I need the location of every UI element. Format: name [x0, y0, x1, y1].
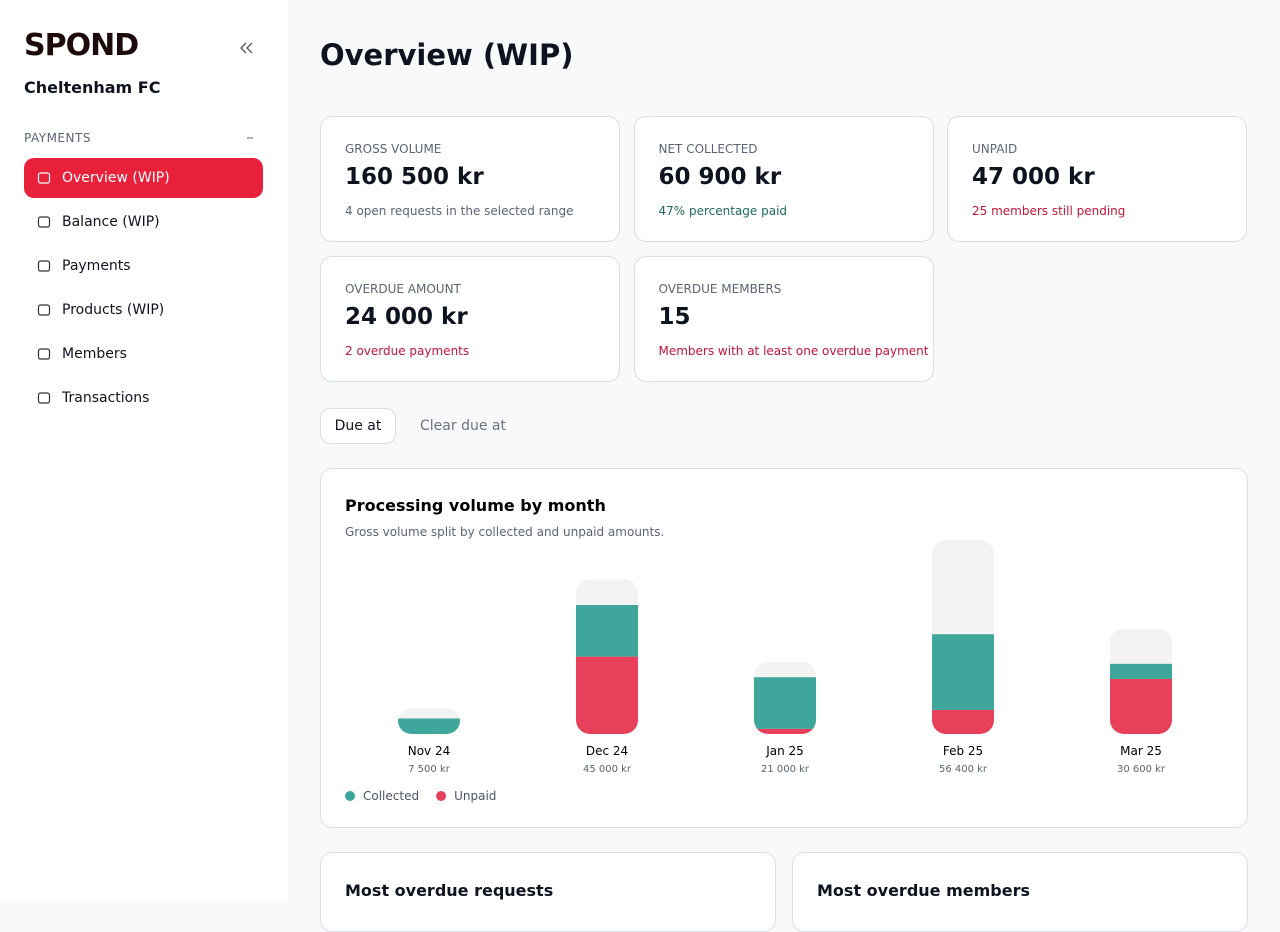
panel-title: Most overdue requests [345, 881, 554, 900]
stat-value: 15 [658, 304, 691, 330]
bar-group [398, 708, 460, 734]
bar-segment [398, 718, 460, 734]
stat-value: 160 500 kr [345, 164, 484, 190]
stat-value: 60 900 kr [658, 164, 782, 190]
stat-card: GROSS VOLUME 160 500 kr 4 open requests in… [320, 116, 620, 242]
section-label: PAYMENTS [24, 131, 91, 145]
brand: SPOND [24, 28, 139, 63]
x-tick-label: Feb 25 [943, 744, 983, 758]
legend-swatch [345, 791, 355, 801]
nav-label: Balance (WIP) [62, 214, 160, 230]
bar-segment [576, 656, 638, 734]
nav-item[interactable]: Members [24, 334, 263, 374]
nav-item[interactable]: Overview (WIP) [24, 158, 263, 198]
nav-label: Payments [62, 258, 131, 274]
overdue-members-panel: Most overdue members [792, 852, 1248, 932]
stat-label: GROSS VOLUME [345, 142, 442, 156]
page-title: Overview (WIP) [320, 38, 574, 72]
bar-segment [932, 634, 994, 710]
overdue-requests-panel: Most overdue requests [320, 852, 776, 932]
stat-note: 47% percentage paid [658, 204, 788, 218]
total-label: 30 600 kr [1117, 764, 1166, 775]
nav-item[interactable]: Payments [24, 246, 263, 286]
x-tick-label: Dec 24 [586, 744, 628, 758]
stat-value: 24 000 kr [345, 304, 468, 330]
x-tick-label: Nov 24 [408, 744, 451, 758]
nav-label: Products (WIP) [62, 302, 165, 318]
stat-card: OVERDUE MEMBERS 15 Members with at least o… [633, 256, 934, 382]
stat-note: Members with at least one overdue paymen… [658, 344, 929, 358]
total-label: 56 400 kr [939, 764, 988, 775]
bar-segment [1110, 663, 1172, 679]
nav-icon [37, 216, 51, 228]
nav-icon [37, 392, 51, 404]
bar-group [576, 579, 638, 734]
stat-card: OVERDUE AMOUNT 24 000 kr 2 overdue payment… [320, 256, 620, 382]
nav-item[interactable]: Transactions [24, 378, 263, 418]
bar-group [1110, 628, 1172, 734]
bar-group [932, 540, 994, 734]
nav-item[interactable]: Balance (WIP) [24, 202, 263, 242]
stat-note: 2 overdue payments [345, 344, 470, 358]
x-tick-label: Jan 25 [765, 744, 804, 758]
stat-note: 4 open requests in the selected range [345, 204, 574, 218]
legend-swatch [436, 791, 447, 801]
bar-segment [754, 728, 816, 734]
collapse-icon[interactable] [238, 40, 254, 56]
nav-icon [37, 172, 51, 184]
total-label: 45 000 kr [583, 764, 632, 775]
bar-segment [932, 709, 994, 734]
chart-title: Processing volume by month [345, 496, 606, 515]
stat-card: NET COLLECTED 60 900 kr 47% percentage pai… [633, 116, 934, 242]
stat-label: OVERDUE AMOUNT [345, 282, 461, 296]
nav-label: Members [62, 346, 127, 362]
nav-icon [37, 348, 51, 360]
stat-label: UNPAID [972, 142, 1018, 156]
total-label: 21 000 kr [761, 764, 810, 775]
total-label: 7 500 kr [408, 764, 451, 775]
legend-label: Collected [363, 789, 419, 803]
chart-card: Processing volume by month Gross volume … [320, 468, 1248, 828]
bar-segment [1110, 678, 1172, 734]
stat-label: NET COLLECTED [658, 142, 758, 156]
sidebar: SPOND Cheltenham FC PAYMENTS Overview (W… [0, 0, 288, 900]
stat-label: OVERDUE MEMBERS [658, 282, 782, 296]
bar-segment [576, 605, 638, 657]
bar-segment [754, 677, 816, 729]
stat-card: UNPAID 47 000 kr 25 members still pending [947, 116, 1247, 242]
x-tick-label: Mar 25 [1120, 744, 1162, 758]
stat-value: 47 000 kr [972, 164, 1095, 190]
nav-label: Transactions [62, 390, 150, 406]
nav-icon [37, 260, 51, 272]
bar-group [754, 661, 816, 734]
clear-due-at[interactable]: Clear due at [420, 418, 506, 434]
stat-note: 25 members still pending [972, 204, 1126, 218]
chart: Processing volume by month Gross volume … [345, 496, 1172, 803]
legend-label: Unpaid [454, 789, 496, 803]
nav-item[interactable]: Products (WIP) [24, 290, 263, 330]
section-toggle[interactable] [246, 134, 254, 142]
nav-label: Overview (WIP) [62, 170, 170, 186]
club-name: Cheltenham FC [24, 78, 161, 97]
page: SPOND Cheltenham FC PAYMENTS Overview (W… [0, 0, 1248, 932]
panel-title: Most overdue members [817, 881, 1030, 900]
due-at-button[interactable]: Due at [320, 408, 396, 444]
chart-subtitle: Gross volume split by collected and unpa… [345, 525, 664, 539]
nav-icon [37, 304, 51, 316]
